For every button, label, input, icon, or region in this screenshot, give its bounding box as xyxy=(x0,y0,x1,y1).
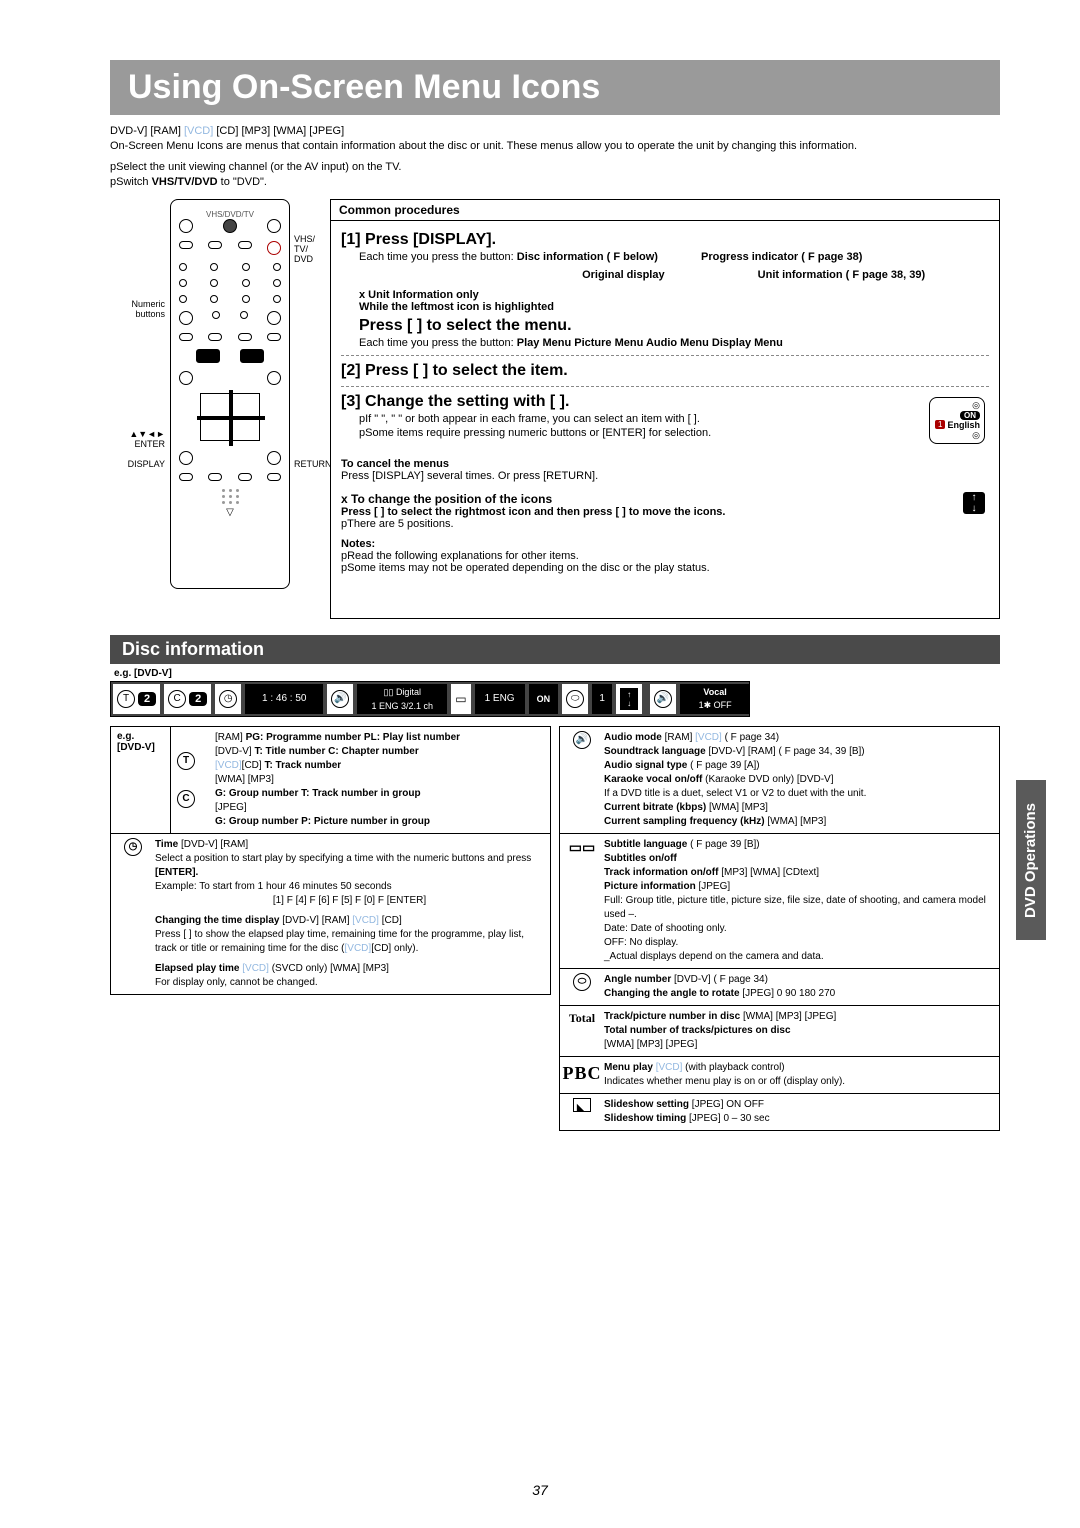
procedures-panel: Common procedures [1] Press [DISPLAY]. E… xyxy=(330,199,1000,619)
audio-icon: 🔊 xyxy=(331,690,349,708)
audio-icon-2: 🔊 xyxy=(654,690,672,708)
cell-angle: Angle number [DVD-V] ( F page 34) Changi… xyxy=(604,973,993,1001)
cell-track-info: [RAM] PG: Programme number PL: Play list… xyxy=(215,731,544,829)
prep-steps: pSelect the unit viewing channel (or the… xyxy=(110,160,1000,191)
page-number: 37 xyxy=(0,1482,1080,1498)
callout-display: DISPLAY xyxy=(110,459,165,469)
angle-icon: ⬭ xyxy=(566,690,584,708)
disc-info-heading: Disc information xyxy=(110,635,1000,664)
step-1-heading: [1] Press [DISPLAY]. xyxy=(341,231,989,249)
subtitle-glyph-icon: ▭▭ xyxy=(569,838,595,858)
angle-glyph-icon: ⬭ xyxy=(573,973,591,991)
step-3-heading: [3] Change the setting with [ ]. xyxy=(341,393,989,411)
format-tags: DVD-V] [RAM] [VCD] [CD] [MP3] [WMA] [JPE… xyxy=(110,125,1000,137)
procedures-header: Common procedures xyxy=(331,200,999,221)
cell-total: Track/picture number in disc [WMA] [MP3]… xyxy=(604,1010,993,1052)
position-icon: ↑↓ xyxy=(963,492,985,514)
step-2-heading: [2] Press [ ] to select the item. xyxy=(341,362,989,380)
step-1-press: Press [ ] to select the menu. xyxy=(359,317,989,335)
callout-enter: ▲▼◄► ENTER xyxy=(110,429,165,449)
chapter-glyph-icon: C xyxy=(177,790,195,808)
slideshow-glyph-icon: ◣ xyxy=(573,1098,591,1112)
notes-heading: Notes: xyxy=(341,538,989,550)
title-glyph-icon: T xyxy=(177,752,195,770)
remote-illustration: Numeric buttons ▲▼◄► ENTER DISPLAY RETUR… xyxy=(110,199,310,619)
cell-slideshow: Slideshow setting [JPEG] ON OFF Slidesho… xyxy=(604,1098,993,1126)
intro-text: On-Screen Menu Icons are menus that cont… xyxy=(110,139,1000,154)
left-head-label: e.g. [DVD-V] xyxy=(110,726,170,834)
time-glyph-icon: ◷ xyxy=(124,838,142,856)
cell-time: Time [DVD-V] [RAM] Select a position to … xyxy=(155,838,544,990)
callout-return: RETURN xyxy=(294,459,332,469)
language-icon: ◎ ON 1English ◎ xyxy=(929,397,985,444)
total-glyph-icon: Total xyxy=(569,1010,595,1027)
time-icon: ◷ xyxy=(219,690,237,708)
page-title: Using On-Screen Menu Icons xyxy=(110,60,1000,115)
disc-info-example: e.g. [DVD-V] xyxy=(114,668,1000,679)
callout-numeric: Numeric buttons xyxy=(110,299,165,319)
subtitle-icon: ▭ xyxy=(455,692,466,706)
chapter-icon: C xyxy=(168,690,186,708)
cell-audio: Audio mode [RAM] [VCD] ( F page 34) Soun… xyxy=(604,731,993,829)
audio-glyph-icon: 🔊 xyxy=(573,731,591,749)
move-icon: ↑↓ xyxy=(620,688,638,710)
cancel-heading: To cancel the menus xyxy=(341,458,449,470)
pbc-glyph-icon: PBC xyxy=(563,1061,602,1086)
cell-subtitle: Subtitle language ( F page 39 [B]) Subti… xyxy=(604,838,993,964)
cell-pbc: Menu play [VCD] (with playback control) … xyxy=(604,1061,993,1089)
osd-icon-strip: T2 C2 ◷ 1 : 46 : 50 🔊 ▯▯ Digital 1 ENG 3… xyxy=(110,681,750,717)
callout-vhs: VHS/ TV/ DVD xyxy=(294,234,315,264)
side-tab: DVD Operations xyxy=(1016,780,1046,940)
title-icon: T xyxy=(117,690,135,708)
change-pos-heading: x To change the position of the icons xyxy=(341,492,989,506)
